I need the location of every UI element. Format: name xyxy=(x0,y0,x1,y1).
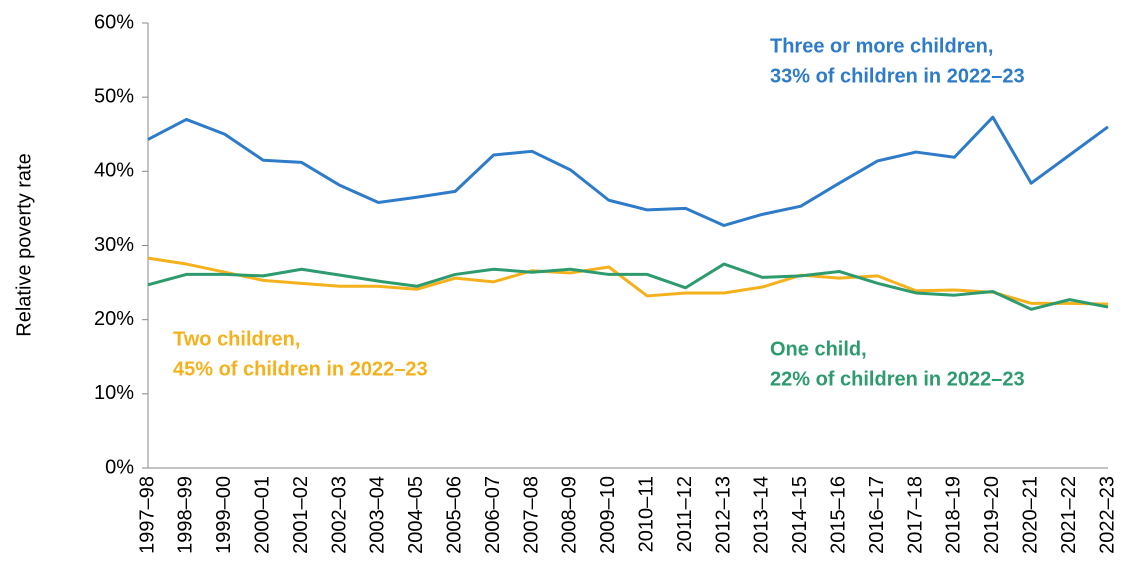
series-label: One child, xyxy=(770,338,867,360)
y-tick-label: 20% xyxy=(94,308,134,330)
x-tick-label: 2006–07 xyxy=(482,476,504,554)
series-annotation: 22% of children in 2022–23 xyxy=(770,368,1025,390)
x-tick-label: 2014–15 xyxy=(789,476,811,554)
x-tick-label: 2005–06 xyxy=(443,476,465,554)
x-tick-label: 1999–00 xyxy=(213,476,235,554)
x-tick-label: 2007–08 xyxy=(520,476,542,554)
y-tick-label: 60% xyxy=(94,11,134,33)
x-tick-label: 2012–13 xyxy=(712,476,734,554)
x-tick-label: 2020–21 xyxy=(1019,476,1041,554)
x-tick-label: 2019–20 xyxy=(981,476,1003,554)
y-tick-label: 40% xyxy=(94,160,134,182)
y-tick-label: 0% xyxy=(105,456,134,478)
x-tick-label: 2017–18 xyxy=(904,476,926,554)
x-tick-label: 2016–17 xyxy=(866,476,888,554)
series-label: Two children, xyxy=(173,328,300,350)
series-line xyxy=(147,256,1109,306)
x-tick-label: 2003–04 xyxy=(367,476,389,554)
x-tick-label: 2015–16 xyxy=(827,476,849,554)
x-tick-label: 2001–02 xyxy=(290,476,312,554)
x-tick-label: 2018–19 xyxy=(943,476,965,554)
series-label: Three or more children, xyxy=(770,35,993,57)
series-annotation: 45% of children in 2022–23 xyxy=(173,358,428,380)
x-tick-label: 1998–99 xyxy=(175,476,197,554)
x-tick-label: 2009–10 xyxy=(597,476,619,554)
x-tick-label: 2004–05 xyxy=(405,476,427,554)
x-tick-label: 2000–01 xyxy=(251,476,273,554)
x-tick-label: 2002–03 xyxy=(328,476,350,554)
series-line xyxy=(147,262,1109,311)
y-tick-label: 50% xyxy=(94,85,134,107)
x-tick-label: 2022–23 xyxy=(1096,476,1118,554)
y-axis-label: Relative poverty rate xyxy=(13,153,35,336)
y-tick-label: 30% xyxy=(94,234,134,256)
x-tick-label: 2013–14 xyxy=(751,476,773,554)
x-tick-label: 2008–09 xyxy=(559,476,581,554)
x-tick-label: 1997–98 xyxy=(136,476,158,554)
series-annotation: 33% of children in 2022–23 xyxy=(770,65,1025,87)
x-tick-label: 2010–11 xyxy=(635,476,657,552)
y-tick-label: 10% xyxy=(94,382,134,404)
x-tick-label: 2011–12 xyxy=(674,476,696,552)
series-line xyxy=(147,115,1109,227)
x-tick-label: 2021–22 xyxy=(1058,476,1080,554)
